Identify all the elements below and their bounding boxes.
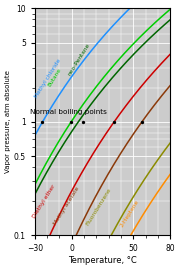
- Text: neo-Pentane: neo-Pentane: [68, 42, 91, 77]
- Y-axis label: Vapor pressure, atm absolute: Vapor pressure, atm absolute: [5, 70, 11, 173]
- Text: Normal boiling points: Normal boiling points: [30, 109, 107, 115]
- Text: Methyl acetate: Methyl acetate: [53, 186, 80, 226]
- Text: Butane: Butane: [47, 67, 62, 88]
- Text: Methyl chloride: Methyl chloride: [34, 58, 62, 99]
- Text: 2-Heptene: 2-Heptene: [119, 199, 140, 228]
- Text: Fluorobenzene: Fluorobenzene: [85, 187, 112, 226]
- Text: Diethyl ether: Diethyl ether: [32, 183, 56, 219]
- X-axis label: Temperature, °C: Temperature, °C: [68, 256, 137, 265]
